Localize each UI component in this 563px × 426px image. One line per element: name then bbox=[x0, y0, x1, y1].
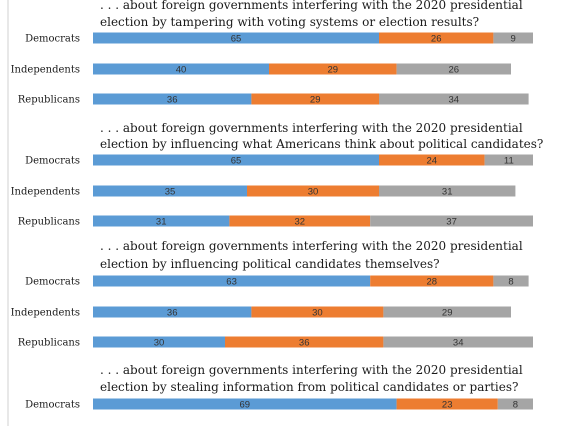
panel-title-line: . . . about foreign governments interfer… bbox=[100, 239, 523, 253]
bar-segment bbox=[379, 185, 516, 197]
category-label: Independents bbox=[11, 187, 80, 198]
bar-segment bbox=[396, 398, 498, 410]
bar-segment bbox=[370, 275, 494, 287]
bar-segment bbox=[370, 215, 533, 227]
data-label: 8 bbox=[508, 277, 513, 288]
data-label: 65 bbox=[231, 156, 242, 167]
data-label: 65 bbox=[231, 34, 242, 45]
panel-title-line: . . . about foreign governments interfer… bbox=[100, 121, 523, 135]
data-label: 34 bbox=[449, 95, 460, 106]
bar-segment bbox=[93, 336, 225, 348]
data-label: 36 bbox=[167, 308, 178, 319]
data-label: 34 bbox=[453, 338, 464, 349]
category-label: Republicans bbox=[18, 338, 80, 349]
data-label: 28 bbox=[427, 277, 438, 288]
data-label: 31 bbox=[442, 187, 453, 198]
bar-segment bbox=[247, 185, 379, 197]
data-label: 8 bbox=[513, 400, 518, 411]
bar-segment bbox=[379, 154, 485, 166]
bar-segment bbox=[396, 63, 511, 75]
bar-segment bbox=[379, 93, 529, 105]
bar-segment bbox=[497, 398, 533, 410]
bar-segment bbox=[379, 32, 494, 44]
data-label: 35 bbox=[165, 187, 176, 198]
bar-segment bbox=[93, 215, 230, 227]
data-label: 36 bbox=[167, 95, 178, 106]
bar-segment bbox=[93, 306, 252, 318]
data-label: 32 bbox=[295, 217, 306, 228]
bar-segment bbox=[225, 336, 384, 348]
data-label: 30 bbox=[312, 308, 323, 319]
category-label: Republicans bbox=[18, 95, 80, 106]
bar-segment bbox=[269, 63, 397, 75]
data-label: 9 bbox=[511, 34, 516, 45]
data-label: 40 bbox=[176, 65, 187, 76]
bar-segment bbox=[493, 275, 529, 287]
bar-segment bbox=[251, 306, 384, 318]
bar-segment bbox=[93, 154, 379, 166]
data-label: 26 bbox=[449, 65, 460, 76]
bar-segment bbox=[251, 93, 379, 105]
panel-title-line: . . . about foreign governments interfer… bbox=[100, 363, 523, 377]
panel-title-line: election by tampering with voting system… bbox=[100, 15, 479, 29]
bar-segment bbox=[93, 93, 252, 105]
data-label: 23 bbox=[442, 400, 453, 411]
bar-segment bbox=[93, 32, 379, 44]
category-label: Democrats bbox=[25, 277, 80, 288]
bar-segment bbox=[93, 398, 397, 410]
panel-title-line: election by stealing information from po… bbox=[100, 380, 518, 394]
category-label: Democrats bbox=[25, 34, 80, 45]
bar-segment bbox=[93, 63, 269, 75]
data-label: 29 bbox=[442, 308, 453, 319]
data-label: 69 bbox=[240, 400, 251, 411]
panel-title-line: election by influencing political candid… bbox=[100, 257, 440, 271]
data-label: 30 bbox=[308, 187, 319, 198]
bar-segment bbox=[93, 275, 371, 287]
data-label: 31 bbox=[156, 217, 167, 228]
bar-segment bbox=[493, 32, 533, 44]
data-label: 29 bbox=[328, 65, 339, 76]
bar-segment bbox=[383, 306, 511, 318]
data-label: 11 bbox=[504, 156, 514, 167]
panel-title-line: . . . about foreign governments interfer… bbox=[100, 0, 523, 12]
bar-segment bbox=[93, 185, 247, 197]
data-label: 26 bbox=[431, 34, 442, 45]
bar-segment bbox=[229, 215, 371, 227]
category-label: Independents bbox=[11, 308, 80, 319]
category-label: Republicans bbox=[18, 217, 80, 228]
category-label: Democrats bbox=[25, 400, 80, 411]
data-label: 36 bbox=[299, 338, 310, 349]
bar-segment bbox=[383, 336, 533, 348]
category-label: Democrats bbox=[25, 156, 80, 167]
panel-title-line: election by influencing what Americans t… bbox=[100, 137, 543, 151]
data-label: 63 bbox=[226, 277, 237, 288]
data-label: 30 bbox=[154, 338, 165, 349]
data-label: 37 bbox=[446, 217, 457, 228]
data-label: 24 bbox=[427, 156, 438, 167]
category-label: Independents bbox=[11, 65, 80, 76]
bar-segment bbox=[484, 154, 533, 166]
data-label: 29 bbox=[310, 95, 321, 106]
